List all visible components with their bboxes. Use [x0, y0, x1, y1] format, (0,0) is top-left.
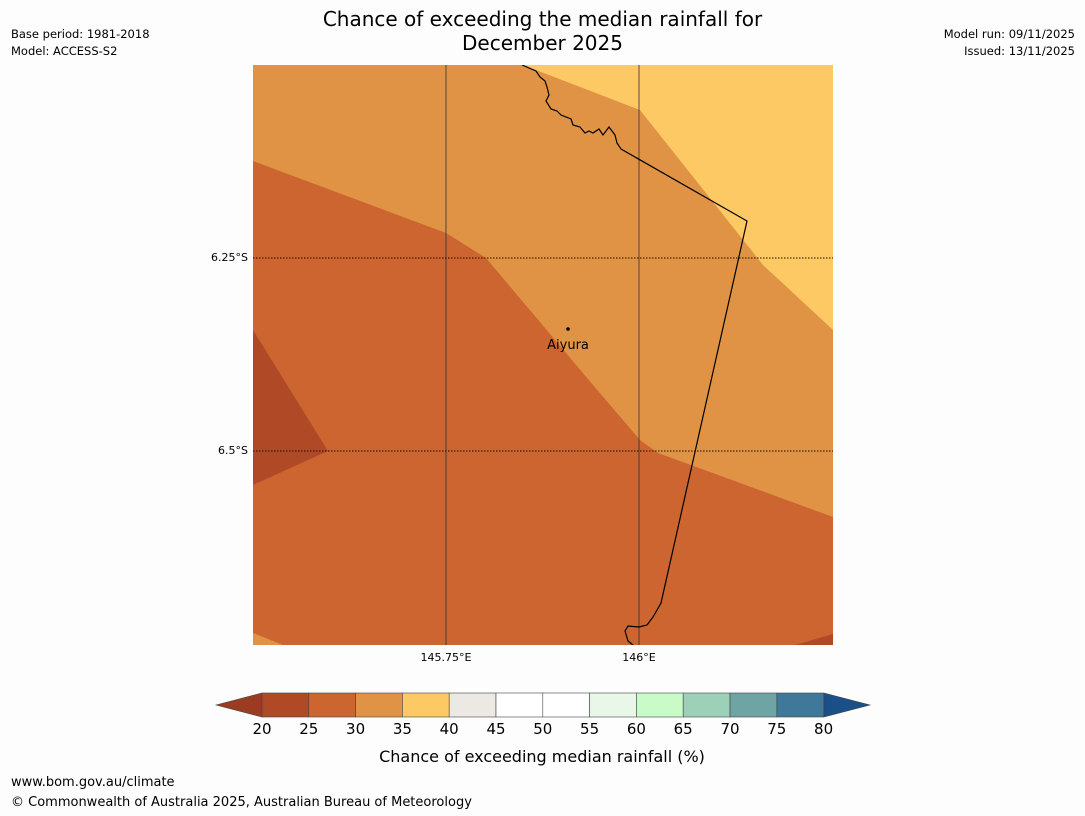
- colorbar-tick-70: 70: [720, 720, 739, 738]
- border-line: [521, 65, 748, 645]
- colorbar-swatch-45-50: [495, 692, 544, 718]
- region-30-35-southwest-corner: [253, 633, 283, 645]
- colorbar-swatch-65-70: [682, 692, 731, 718]
- colorbar-under-arrow: [214, 692, 263, 718]
- region-35-40-northeast: [447, 65, 833, 330]
- footer-url: www.bom.gov.au/climate: [11, 775, 175, 790]
- map-title: Chance of exceeding the median rainfall …: [0, 7, 1085, 55]
- map-title-line2: December 2025: [462, 31, 623, 55]
- colorbar-tick-45: 45: [486, 720, 505, 738]
- colorbar-tick-65: 65: [674, 720, 693, 738]
- colorbar-title: Chance of exceeding median rainfall (%): [379, 747, 705, 766]
- rainfall-map: Aiyura: [253, 65, 833, 645]
- lat-label-6-5: 6.5°S: [218, 444, 248, 457]
- colorbar-tick-40: 40: [440, 720, 459, 738]
- colorbar-over-arrow: [823, 692, 872, 718]
- footer-copyright: © Commonwealth of Australia 2025, Austra…: [11, 795, 472, 810]
- issued-text: Issued: 13/11/2025: [964, 44, 1075, 58]
- colorbar-swatch-35-40: [402, 692, 450, 718]
- lon-label-145-75: 145.75°E: [420, 651, 472, 664]
- colorbar-swatch-70-75: [729, 692, 778, 718]
- aiyura-label: Aiyura: [547, 338, 589, 353]
- meta-left: Base period: 1981-2018 Model: ACCESS-S2: [11, 26, 150, 60]
- map-title-line1: Chance of exceeding the median rainfall …: [322, 7, 763, 31]
- colorbar-swatch-30-35: [355, 692, 403, 718]
- model-run-text: Model run: 09/11/2025: [943, 27, 1075, 41]
- region-25-30-main: [253, 161, 833, 645]
- colorbar-swatch-55-60: [589, 692, 637, 718]
- colorbar-swatch-40-45: [448, 692, 497, 718]
- colorbar-tick-20: 20: [252, 720, 271, 738]
- colorbar: 20 25 30 35 40 45 50 55 60 65 70 75 80 Chance of exc…: [214, 692, 872, 766]
- colorbar-tick-30: 30: [346, 720, 365, 738]
- colorbar-tick-35: 35: [393, 720, 412, 738]
- model-text: Model: ACCESS-S2: [11, 44, 118, 58]
- colorbar-swatch-20-25: [261, 692, 310, 718]
- lon-label-146: 146°E: [622, 651, 656, 664]
- base-period-text: Base period: 1981-2018: [11, 27, 150, 41]
- colorbar-tick-55: 55: [580, 720, 599, 738]
- region-20-25-southeast-corner: [795, 634, 833, 645]
- region-20-25-west: [253, 330, 328, 485]
- colorbar-swatch-60-65: [636, 692, 684, 718]
- colorbar-swatch-50-55: [542, 692, 590, 718]
- aiyura-marker: [566, 327, 570, 331]
- colorbar-tick-80: 80: [814, 720, 833, 738]
- meta-right: Model run: 09/11/2025 Issued: 13/11/2025: [944, 26, 1075, 60]
- lat-label-6-25: 6.25°S: [211, 251, 248, 264]
- colorbar-swatch-25-30: [308, 692, 356, 718]
- colorbar-tick-25: 25: [299, 720, 318, 738]
- colorbar-tick-75: 75: [767, 720, 786, 738]
- colorbar-tick-50: 50: [533, 720, 552, 738]
- colorbar-swatch-75-80: [776, 692, 824, 718]
- colorbar-tick-60: 60: [627, 720, 646, 738]
